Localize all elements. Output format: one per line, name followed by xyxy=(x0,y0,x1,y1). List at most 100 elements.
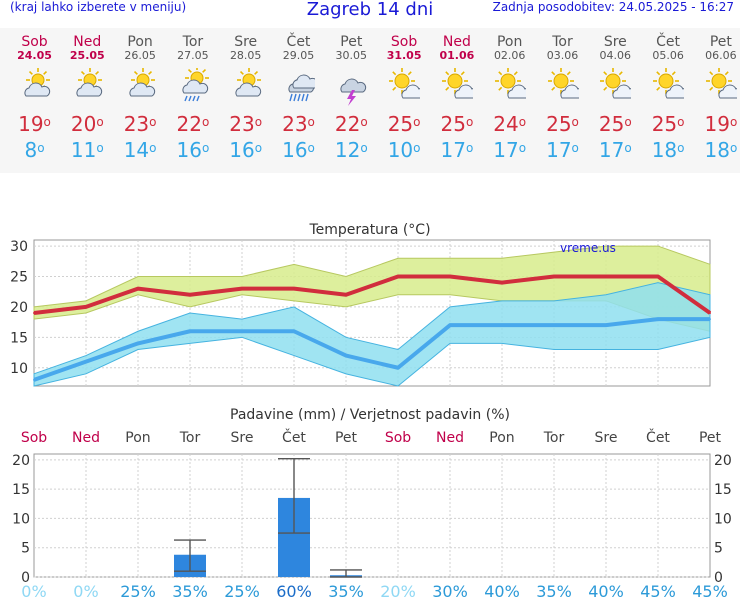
mostly-sunny-icon xyxy=(589,68,641,108)
forecast-day: Tor 03.06 25o 17o xyxy=(537,28,589,162)
forecast-day: Tor 27.05 22o 16o xyxy=(167,28,219,162)
precip-day-label: Sob xyxy=(21,430,47,446)
y-tick-label-left: 5 xyxy=(21,541,30,557)
y-tick-label: 30 xyxy=(10,239,28,255)
min-temperature: 14o xyxy=(123,138,157,162)
temperature-point-max xyxy=(189,293,191,296)
thunderstorm-icon xyxy=(325,68,377,108)
y-tick-label: 15 xyxy=(10,330,28,346)
precip-day-label: Tor xyxy=(543,430,565,446)
precipitation-chart: Padavine (mm) / Verjetnost padavin (%) So… xyxy=(12,407,732,600)
day-name: Sre xyxy=(234,34,258,50)
temperature-point-min xyxy=(553,324,555,327)
day-date: 02.06 xyxy=(493,49,526,62)
forecast-day: Pon 02.06 24o 17o xyxy=(484,28,536,162)
precipitation-probability: 40% xyxy=(484,582,520,600)
temperature-point-min xyxy=(241,330,243,333)
forecast-day: Ned 25.05 20o 11o xyxy=(61,28,113,162)
forecast-day: Ned 01.06 25o 17o xyxy=(431,28,483,162)
precipitation-probability: 20% xyxy=(380,582,416,600)
max-temperature: 22o xyxy=(176,112,210,136)
precip-day-label: Sre xyxy=(595,430,618,446)
y-tick-label-right: 20 xyxy=(714,453,732,469)
watermark: vreme.us xyxy=(560,241,616,255)
temperature-point-min xyxy=(501,324,503,327)
min-temperature: 17o xyxy=(493,138,527,162)
precip-day-label: Pon xyxy=(125,430,150,446)
temperature-point-min xyxy=(137,342,139,345)
sun-cloud-rain-icon xyxy=(167,68,219,108)
day-date: 30.05 xyxy=(335,49,368,62)
last-updated: Zadnja posodobitev: 24.05.2025 - 16:27 xyxy=(492,0,734,14)
day-date: 05.06 xyxy=(652,49,684,62)
precipitation-error-bar xyxy=(278,457,310,534)
y-tick-label-left: 0 xyxy=(21,570,30,586)
temperature-point-max xyxy=(657,275,659,278)
min-temperature: 16o xyxy=(282,138,315,162)
y-tick-label-right: 0 xyxy=(714,570,723,586)
day-date: 28.05 xyxy=(229,49,262,62)
precipitation-probability: 40% xyxy=(588,582,624,600)
mostly-sunny-icon xyxy=(484,68,536,108)
forecast-day: Čet 05.06 25o 18o xyxy=(642,28,694,162)
mostly-sunny-icon xyxy=(537,68,589,108)
temperature-point-max xyxy=(605,275,607,278)
temperature-point-min xyxy=(397,366,399,369)
max-temperature: 25o xyxy=(387,112,421,136)
precipitation-chart-title: Padavine (mm) / Verjetnost padavin (%) xyxy=(230,407,510,423)
day-date: 04.06 xyxy=(599,49,632,62)
partly-cloudy-icon xyxy=(9,68,61,108)
max-temperature: 23o xyxy=(123,112,157,136)
precipitation-probability: 35% xyxy=(172,582,208,600)
precipitation-probability: 30% xyxy=(432,582,468,600)
temperature-point-max xyxy=(33,312,35,314)
precipitation-error-bar xyxy=(174,539,206,572)
y-tick-label: 25 xyxy=(10,270,28,286)
mostly-sunny-icon xyxy=(431,68,483,108)
y-tick-label-right: 15 xyxy=(714,482,732,498)
min-temperature: 16o xyxy=(176,138,210,162)
precipitation-probability: 60% xyxy=(276,582,312,600)
forecast-day: Sre 04.06 25o 17o xyxy=(589,28,641,162)
charts: Temperatura (°C) 10 15 20 25 30 vreme.us Padavi… xyxy=(10,222,732,600)
min-temperature: 17o xyxy=(440,138,474,162)
precipitation-probability: 25% xyxy=(120,582,156,600)
precip-day-label: Pet xyxy=(335,430,358,446)
precip-day-label: Sre xyxy=(231,430,254,446)
temperature-point-min xyxy=(293,330,295,333)
partly-cloudy-icon xyxy=(61,68,113,108)
min-temperature: 17o xyxy=(598,138,632,162)
temperature-point-max xyxy=(137,287,139,290)
max-temperature: 20o xyxy=(70,112,104,136)
forecast-day: Pet 30.05 22o 12o xyxy=(325,28,377,162)
precipitation-probability: 0% xyxy=(21,582,46,600)
day-name: Pet xyxy=(709,34,732,50)
temperature-point-max xyxy=(85,305,87,308)
precip-day-label: Pet xyxy=(699,430,722,446)
temperature-point-min xyxy=(709,318,711,321)
day-date: 26.05 xyxy=(124,49,156,62)
y-tick-label: 10 xyxy=(10,361,28,377)
temperature-point-max xyxy=(293,287,295,290)
forecast-day: Sob 24.05 19o 8o xyxy=(9,28,61,162)
precipitation-probability: 45% xyxy=(640,582,676,600)
page-title: Zagreb 14 dni xyxy=(306,0,434,20)
precipitation-probability: 0% xyxy=(73,582,98,600)
max-temperature: 19o xyxy=(704,112,738,136)
day-name: Ned xyxy=(73,34,102,50)
max-temperature: 22o xyxy=(334,112,368,136)
temperature-point-max xyxy=(553,275,555,278)
partly-cloudy-icon xyxy=(114,68,166,108)
forecast-day: Sob 31.05 25o 10o xyxy=(378,28,430,162)
day-name: Sob xyxy=(390,34,418,50)
day-date: 29.05 xyxy=(282,49,315,62)
precipitation-probability: 25% xyxy=(224,582,260,600)
temperature-point-max xyxy=(709,312,711,314)
y-tick-label-right: 5 xyxy=(714,541,723,557)
max-temperature: 25o xyxy=(546,112,579,136)
min-temperature: 18o xyxy=(651,138,685,162)
precip-day-label: Sob xyxy=(385,430,411,446)
daily-forecast-strip: Sob 24.05 19o 8o Ned 25.05 20o 11o Pon 26.05 23o 14… xyxy=(0,28,740,173)
day-date: 27.05 xyxy=(177,49,209,62)
temperature-point-min xyxy=(449,324,451,327)
